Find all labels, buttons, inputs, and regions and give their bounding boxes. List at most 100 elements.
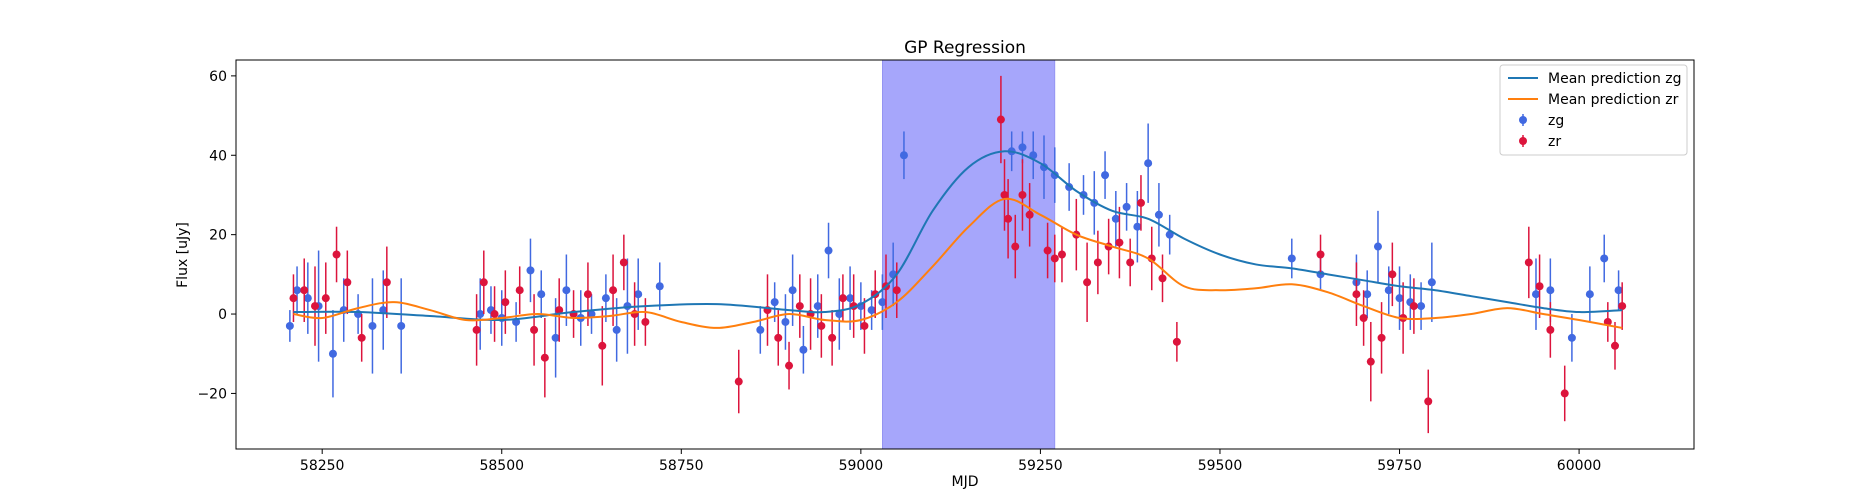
x-tick-label: 58750 — [659, 458, 704, 474]
zg-point — [368, 321, 377, 330]
zr-point — [1560, 389, 1569, 398]
zr-point — [1093, 258, 1102, 267]
zr-point — [1535, 282, 1544, 291]
y-tick-label: 60 — [209, 69, 227, 85]
zr-point — [555, 306, 564, 315]
zg-point — [781, 317, 790, 326]
zr-point — [1172, 337, 1181, 346]
zr-point — [382, 278, 391, 287]
zr-point — [311, 302, 320, 311]
legend-label-zr-points: zr — [1548, 134, 1561, 150]
zg-point — [1154, 210, 1163, 219]
legend: Mean prediction zg Mean prediction zr zg… — [1499, 64, 1688, 156]
legend-label-zg-points: zg — [1548, 113, 1564, 129]
zr-point — [734, 377, 743, 386]
zr-point — [1115, 238, 1124, 247]
zg-point — [1111, 214, 1120, 223]
zg-point — [1133, 222, 1142, 231]
zg-point — [551, 333, 560, 342]
zr-point — [860, 321, 869, 330]
zg-point — [756, 325, 765, 334]
x-tick-label: 59000 — [839, 458, 884, 474]
legend-label-zg-line: Mean prediction zg — [1548, 71, 1682, 87]
zr-point — [321, 294, 330, 303]
x-tick-label: 58500 — [479, 458, 524, 474]
zr-point — [838, 294, 847, 303]
zg-point — [899, 151, 908, 160]
zr-point — [1018, 190, 1027, 199]
zg-point — [770, 298, 779, 307]
zr-point — [530, 325, 539, 334]
x-tick-label: 59500 — [1198, 458, 1243, 474]
y-axis: −20 0 20 40 60 — [197, 69, 236, 402]
zg-point — [878, 298, 887, 307]
zg-point — [1287, 254, 1296, 263]
zr-point — [343, 278, 352, 287]
zg-point — [476, 310, 485, 319]
legend-label-zr-line: Mean prediction zr — [1548, 92, 1679, 108]
zr-point — [289, 294, 298, 303]
zr-point — [1352, 290, 1361, 299]
zr-point — [1424, 397, 1433, 406]
x-axis: 58250 58500 58750 59000 59250 59500 59750 60000 — [300, 449, 1601, 474]
zr-point — [892, 286, 901, 295]
zg-point — [634, 290, 643, 299]
zr-point — [785, 361, 794, 370]
zg-point — [867, 306, 876, 315]
zg-point — [587, 310, 596, 319]
line-zr — [293, 197, 1623, 329]
zr-point — [795, 302, 804, 311]
zr-point — [1546, 325, 1555, 334]
zg-point — [813, 302, 822, 311]
zr-point — [1388, 270, 1397, 279]
series-zr — [289, 75, 1627, 434]
zr-point — [1610, 341, 1619, 350]
zg-point — [1018, 143, 1027, 152]
zg-point — [1585, 290, 1594, 299]
zg-point — [562, 286, 571, 295]
zr-point — [828, 333, 837, 342]
zg-point — [824, 246, 833, 255]
zg-point — [655, 282, 664, 291]
zr-point — [1083, 278, 1092, 287]
legend-swatch-zr-point — [1519, 137, 1527, 145]
zg-point — [1427, 278, 1436, 287]
zr-point — [1000, 190, 1009, 199]
zr-point — [357, 333, 366, 342]
zr-point — [332, 250, 341, 259]
shaded-region — [882, 59, 1056, 450]
zg-point — [1614, 286, 1623, 295]
zr-point — [583, 290, 592, 299]
zr-point — [1158, 274, 1167, 283]
zr-point — [472, 325, 481, 334]
zg-point — [328, 349, 337, 358]
zg-point — [1144, 159, 1153, 168]
zr-point — [1359, 314, 1368, 323]
zr-point — [1011, 242, 1020, 251]
zg-point — [293, 286, 302, 295]
zr-point — [300, 286, 309, 295]
series-layer — [285, 75, 1627, 434]
zr-point — [641, 317, 650, 326]
zg-point — [1029, 151, 1038, 160]
zg-point — [1417, 302, 1426, 311]
zr-point — [479, 278, 488, 287]
zr-point — [1004, 214, 1013, 223]
y-axis-label: Flux [uJy] — [175, 222, 191, 288]
zg-point — [285, 321, 294, 330]
zg-point — [788, 286, 797, 295]
zg-point — [1567, 333, 1576, 342]
zg-point — [303, 294, 312, 303]
zg-point — [1122, 202, 1131, 211]
x-axis-label: MJD — [952, 474, 979, 490]
zr-point — [774, 333, 783, 342]
y-tick-label: 40 — [209, 148, 227, 164]
zg-point — [846, 294, 855, 303]
zg-point — [526, 266, 535, 275]
zr-point — [501, 298, 510, 307]
zg-point — [1600, 254, 1609, 263]
zg-point — [1363, 290, 1372, 299]
zg-point — [799, 345, 808, 354]
legend-box — [1499, 64, 1688, 156]
